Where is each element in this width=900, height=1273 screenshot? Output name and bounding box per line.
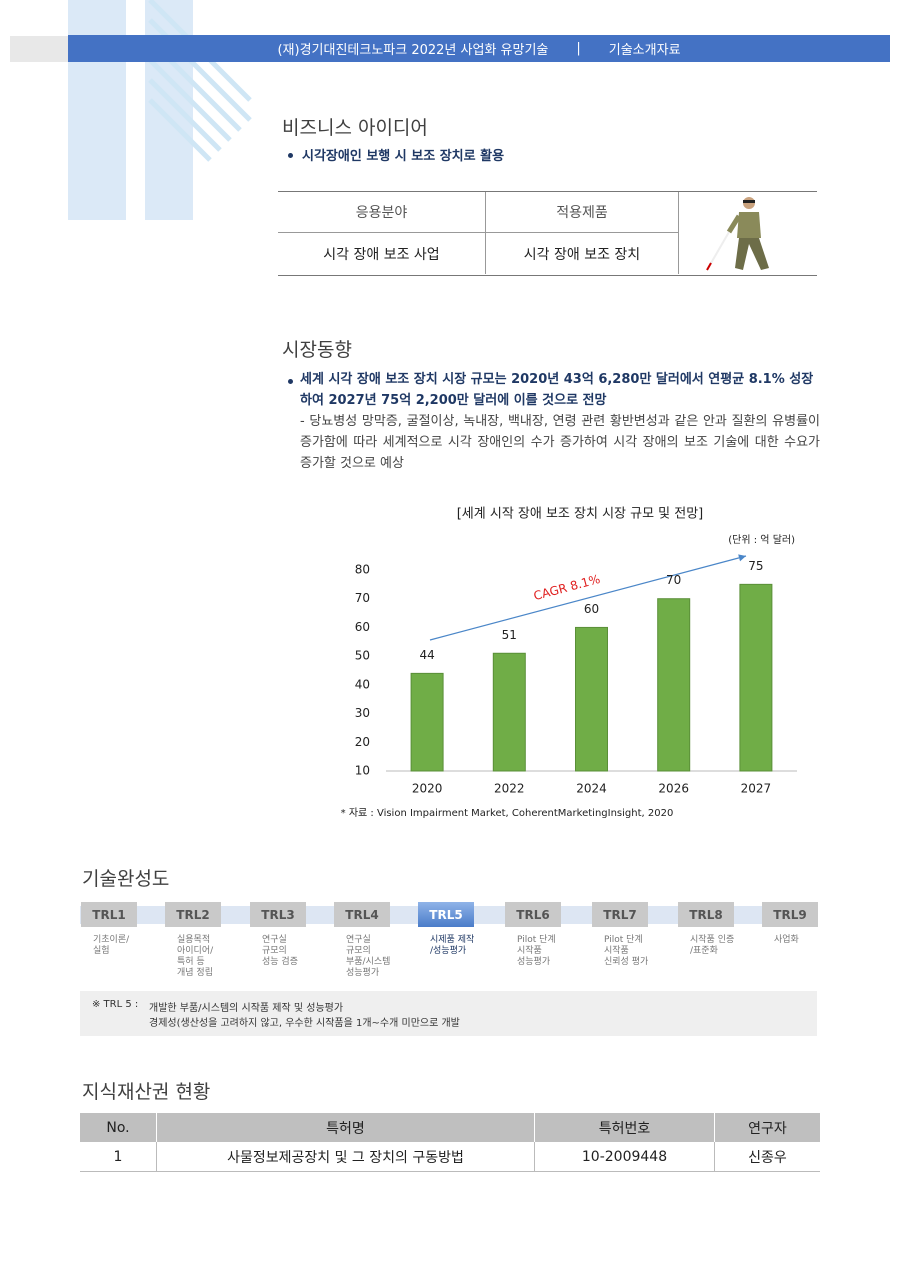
trl-box: TRL1 — [81, 902, 137, 927]
trl-box: TRL6 — [505, 902, 561, 927]
table-header: 적용제품 — [486, 192, 679, 233]
trl-desc: Pilot 단계 시작품 성능평가 — [517, 935, 556, 967]
table-cell: 신종우 — [748, 1149, 787, 1166]
header-bar: (재)경기대진테크노파크 2022년 사업화 유망기술 | 기술소개자료 — [68, 35, 890, 62]
ip-table: No. 특허명 특허번호 연구자 1 사물정보제공장치 및 그 장치의 구동방법… — [80, 1113, 820, 1172]
trl-desc: 시제품 제작 /성능평가 — [430, 935, 475, 956]
trl-desc: 연구실 규모의 성능 검증 — [262, 935, 298, 967]
section-title: 기술완성도 — [82, 868, 170, 890]
trl-box: TRL9 — [762, 902, 818, 927]
trl-desc: Pilot 단계 시작품 신뢰성 평가 — [604, 935, 649, 967]
table-header: 연구자 — [715, 1113, 820, 1142]
header-doc: 기술소개자료 — [608, 43, 681, 58]
trl-desc: 실용목적 아이디어/ 특허 등 개념 정립 — [177, 935, 214, 978]
x-tick-label: 2024 — [576, 782, 607, 796]
value-label: 44 — [419, 648, 434, 662]
trend-arrow — [429, 554, 747, 641]
trl-desc: 사업화 — [774, 935, 799, 945]
y-tick-label: 50 — [355, 649, 370, 663]
table-cell: 1 — [80, 1142, 157, 1171]
chart-unit: (단위 : 억 달러) — [728, 533, 795, 546]
section-title: 시장동향 — [282, 339, 352, 361]
note-label: ※ TRL 5 : — [92, 999, 139, 1010]
y-tick-label: 40 — [355, 677, 370, 691]
header-org: (재)경기대진테크노파크 2022년 사업화 유망기술 — [277, 43, 549, 58]
chart-source: * 자료 : Vision Impairment Market, Coheren… — [341, 807, 674, 819]
trl-box: TRL5 — [418, 902, 474, 927]
table-header: No. — [80, 1113, 157, 1142]
detail-text: - 당뇨병성 망막증, 굴절이상, 녹내장, 백내장, 연령 관련 황반변성과 … — [300, 414, 820, 471]
note-line: 개발한 부품/시스템의 시작품 제작 및 성능평가 — [149, 1003, 344, 1014]
value-label: 70 — [666, 573, 681, 587]
table-cell: 10-2009448 — [535, 1142, 715, 1171]
table-header: 특허번호 — [535, 1113, 715, 1142]
blind-person-illustration — [706, 197, 769, 271]
trl-box: TRL4 — [334, 902, 390, 927]
y-tick-label: 10 — [355, 764, 370, 778]
section-title: 비즈니스 아이디어 — [282, 117, 428, 139]
trl-box: TRL7 — [592, 902, 648, 927]
note-box: ※ TRL 5 : 개발한 부품/시스템의 시작품 제작 및 성능평가 경제성(… — [80, 991, 817, 1036]
bar — [492, 652, 526, 772]
section-title: 지식재산권 현황 — [82, 1081, 211, 1103]
trl-desc: 시작품 인증 /표준화 — [690, 935, 735, 956]
bullet — [288, 379, 293, 384]
bullet-text: 세계 시각 장애 보조 장치 시장 규모는 2020년 43억 6,280만 달… — [300, 372, 814, 408]
bullet-text: 시각장애인 보행 시 보조 장치로 활용 — [302, 149, 505, 164]
y-tick-label: 70 — [355, 591, 370, 605]
bar — [410, 672, 444, 772]
annotation: CAGR 8.1% — [532, 572, 602, 603]
y-tick-label: 60 — [355, 620, 370, 634]
x-tick-label: 2020 — [412, 782, 443, 796]
x-tick-label: 2026 — [658, 782, 689, 796]
trl-box: TRL8 — [678, 902, 734, 927]
table-cell: 시각 장애 보조 사업 — [278, 233, 486, 274]
value-label: 51 — [502, 628, 517, 642]
bar — [575, 626, 608, 772]
table-cell: 시각 장애 보조 장치 — [486, 233, 679, 274]
x-tick-label: 2022 — [494, 782, 525, 796]
bar — [657, 598, 691, 772]
trl-box: TRL2 — [165, 902, 221, 927]
header-separator: | — [576, 41, 581, 56]
table-header: 특허명 — [157, 1113, 535, 1142]
table-header: 응용분야 — [278, 192, 486, 233]
value-label: 75 — [748, 559, 763, 573]
bar — [739, 583, 773, 772]
bullet — [288, 153, 293, 158]
y-tick-label: 20 — [355, 735, 370, 749]
note-line: 경제성(생산성을 고려하지 않고, 우수한 시작품을 1개~수개 미만으로 개발 — [149, 1018, 460, 1029]
x-tick-label: 2027 — [741, 782, 772, 796]
y-tick-label: 30 — [355, 706, 370, 720]
y-tick-label: 80 — [355, 563, 370, 577]
business-table: 응용분야 적용제품 시각 장애 보조 사업 시각 장애 보조 장치 — [278, 191, 817, 276]
value-label: 60 — [584, 602, 599, 616]
table-cell: 사물정보제공장치 및 그 장치의 구동방법 — [157, 1142, 535, 1171]
trl-desc: 연구실 규모의 부품/시스템 성능평가 — [346, 935, 391, 978]
trl-desc: 기초이론/ 실험 — [93, 935, 130, 956]
chart-title: [세계 시작 장애 보조 장치 시장 규모 및 전망] — [457, 507, 704, 522]
chart: [세계 시작 장애 보조 장치 시장 규모 및 전망] (단위 : 억 달러) … — [341, 507, 797, 819]
trl-box: TRL3 — [250, 902, 306, 927]
